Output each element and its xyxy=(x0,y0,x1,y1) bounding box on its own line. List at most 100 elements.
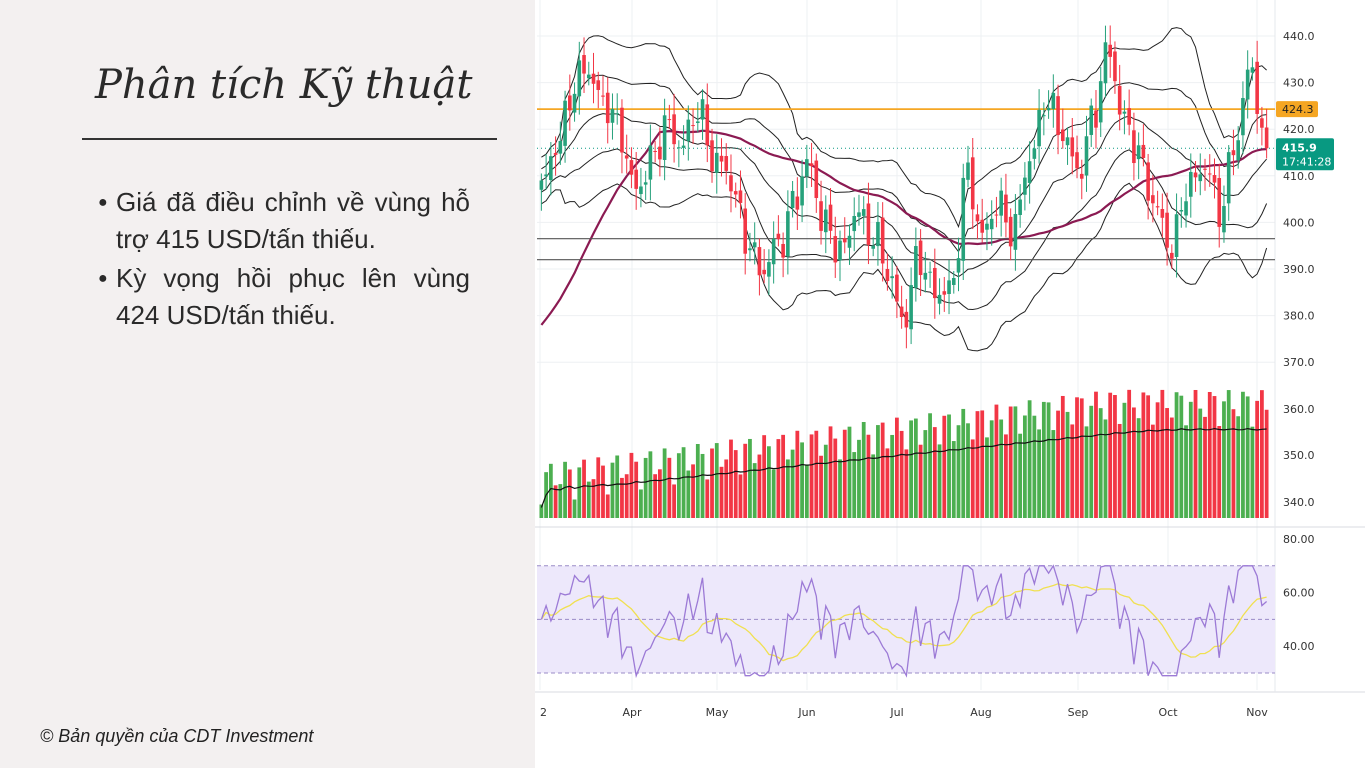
candle-body xyxy=(572,93,577,113)
candle-body xyxy=(771,239,776,265)
candle-body xyxy=(1174,214,1179,258)
candle-body xyxy=(558,140,563,154)
volume-bar xyxy=(738,474,743,518)
volume-bar xyxy=(876,425,880,518)
volume-bar xyxy=(653,474,658,518)
price-tick-label: 390.0 xyxy=(1283,263,1315,276)
candle-body xyxy=(568,95,572,111)
candle-body xyxy=(639,186,643,195)
volume-bar xyxy=(1259,390,1264,518)
title-divider xyxy=(82,138,497,140)
volume-bar xyxy=(1179,395,1184,518)
volume-bar xyxy=(1193,389,1198,518)
candle-body xyxy=(1075,152,1079,169)
volume-bar xyxy=(1226,390,1231,518)
volume-bar xyxy=(1160,389,1165,518)
volume-bar xyxy=(1022,415,1027,518)
volume-bar xyxy=(904,449,909,518)
candle-body xyxy=(1188,171,1193,197)
candle-body xyxy=(1023,177,1027,195)
volume-bar xyxy=(1255,400,1260,518)
resistance-price-label: 424.3 xyxy=(1282,103,1314,116)
volume-bar xyxy=(705,479,710,518)
volume-bar xyxy=(686,470,691,518)
volume-bar xyxy=(1103,419,1108,518)
volume-bar xyxy=(989,420,994,518)
candle-body xyxy=(951,278,956,285)
volume-bar xyxy=(681,447,686,518)
volume-bar xyxy=(691,464,695,518)
volume-bar xyxy=(1174,392,1179,518)
volume-bar xyxy=(548,463,553,518)
price-tick-label: 400.0 xyxy=(1283,216,1315,229)
time-tick-label: 2 xyxy=(540,706,547,719)
volume-bar xyxy=(615,455,620,518)
volume-bar xyxy=(885,448,890,518)
volume-bar xyxy=(1084,426,1089,518)
candle-body xyxy=(819,201,823,231)
price-tick-label: 440.0 xyxy=(1283,30,1315,43)
candle-body xyxy=(544,174,548,177)
volume-bar xyxy=(1113,395,1117,518)
volume-bar xyxy=(1184,425,1188,518)
volume-bar xyxy=(1250,426,1255,518)
candle-body xyxy=(738,190,743,203)
candle-body xyxy=(1032,148,1037,159)
volume-bar xyxy=(634,461,639,518)
volume-bar xyxy=(733,450,738,518)
volume-bar xyxy=(1198,408,1203,518)
volume-bar xyxy=(676,453,681,518)
candle-body xyxy=(790,190,795,208)
volume-bar xyxy=(1108,392,1113,518)
price-chart[interactable]: 370.0 380.0 390.0 400.0 410.0 420.0 430.0 440.0… xyxy=(535,0,1365,768)
price-tick-label: 370.0 xyxy=(1283,356,1315,369)
candle-body xyxy=(1170,252,1174,259)
candle-body xyxy=(1132,130,1136,164)
volume-bar xyxy=(700,453,705,518)
volume-bar xyxy=(695,444,700,518)
candle-body xyxy=(985,223,989,230)
volume-bar xyxy=(1051,430,1056,518)
rsi-average-line xyxy=(540,583,1267,662)
volume-bar xyxy=(814,430,819,518)
candle-body xyxy=(596,80,601,90)
text-panel: Phân tích Kỹ thuật Giá đã điều chỉnh về … xyxy=(0,0,535,768)
volume-bar xyxy=(662,448,667,518)
volume-bar xyxy=(1203,416,1207,518)
volume-bar xyxy=(1094,391,1098,518)
candle-body xyxy=(937,294,942,304)
candle-body xyxy=(842,238,847,243)
volume-bar xyxy=(567,469,572,518)
candle-body xyxy=(677,147,681,149)
volume-bar xyxy=(752,463,757,518)
candle-body xyxy=(1245,69,1250,100)
volume-bar xyxy=(880,422,885,518)
candle-body xyxy=(653,150,657,152)
volume-bar xyxy=(1155,402,1160,518)
volume-bar xyxy=(932,427,937,518)
rsi-band-fill xyxy=(537,565,1275,673)
volume-bar xyxy=(648,451,653,518)
candle-body xyxy=(563,100,567,146)
candle-body xyxy=(833,236,838,263)
volume-bar xyxy=(913,418,918,518)
volume-bar xyxy=(961,408,966,518)
volume-bar xyxy=(861,422,866,518)
candle-body xyxy=(605,92,610,124)
candle-body xyxy=(781,243,785,258)
candle-body xyxy=(1217,177,1222,227)
band-middle xyxy=(541,113,1267,278)
volume-bar xyxy=(771,469,776,518)
volume-bar xyxy=(804,464,809,518)
volume-bar xyxy=(790,449,795,518)
band-lower-inner xyxy=(541,148,1268,311)
volume-bar xyxy=(1136,418,1141,518)
volume-bar xyxy=(975,411,980,518)
candle-body xyxy=(1127,108,1131,125)
volume-bar xyxy=(1188,401,1193,518)
volume-bar xyxy=(601,465,605,518)
candle-body xyxy=(904,311,909,328)
candle-body xyxy=(1260,118,1264,128)
candle-body xyxy=(733,191,738,195)
volume-bar xyxy=(1264,409,1269,518)
